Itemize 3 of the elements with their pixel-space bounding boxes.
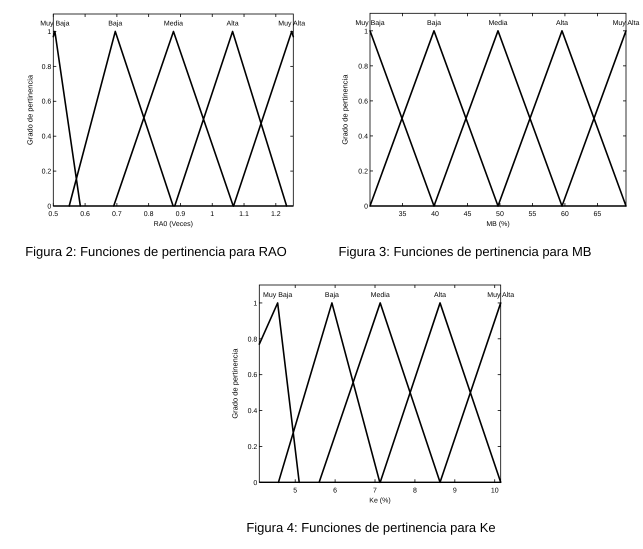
text: Figura 2: Funciones de pertinencia para RAO bbox=[25, 244, 287, 259]
text: Figura 4: Funciones de pertinencia para Ke bbox=[246, 520, 496, 535]
text: Figura 3: Funciones de pertinencia para MB bbox=[338, 244, 592, 259]
